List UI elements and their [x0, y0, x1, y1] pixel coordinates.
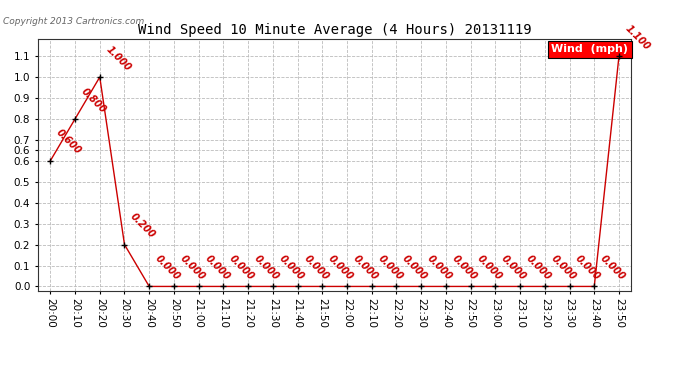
Text: 0.000: 0.000: [425, 254, 454, 282]
Text: 0.600: 0.600: [55, 128, 83, 157]
Text: 0.000: 0.000: [475, 254, 504, 282]
Title: Wind Speed 10 Minute Average (4 Hours) 20131119: Wind Speed 10 Minute Average (4 Hours) 2…: [138, 23, 531, 37]
Text: 0.000: 0.000: [598, 254, 627, 282]
Text: 0.000: 0.000: [524, 254, 553, 282]
Text: 0.000: 0.000: [326, 254, 355, 282]
Text: 0.000: 0.000: [573, 254, 602, 282]
Text: 0.000: 0.000: [153, 254, 182, 282]
Text: 0.200: 0.200: [128, 211, 157, 240]
Text: 0.000: 0.000: [500, 254, 529, 282]
Text: 0.000: 0.000: [253, 254, 281, 282]
Text: Wind  (mph): Wind (mph): [551, 44, 629, 54]
Text: 0.000: 0.000: [450, 254, 479, 282]
Text: 0.000: 0.000: [549, 254, 578, 282]
Text: 0.000: 0.000: [401, 254, 429, 282]
Text: 0.000: 0.000: [302, 254, 331, 282]
Text: 0.000: 0.000: [277, 254, 306, 282]
Text: 0.000: 0.000: [228, 254, 257, 282]
Text: 1.000: 1.000: [104, 44, 132, 73]
Text: 0.800: 0.800: [79, 86, 108, 115]
Text: Copyright 2013 Cartronics.com: Copyright 2013 Cartronics.com: [3, 17, 145, 26]
Text: 0.000: 0.000: [376, 254, 405, 282]
Text: 0.000: 0.000: [351, 254, 380, 282]
Text: 1.100: 1.100: [623, 23, 652, 52]
Text: 0.000: 0.000: [203, 254, 232, 282]
Text: 0.000: 0.000: [178, 254, 207, 282]
